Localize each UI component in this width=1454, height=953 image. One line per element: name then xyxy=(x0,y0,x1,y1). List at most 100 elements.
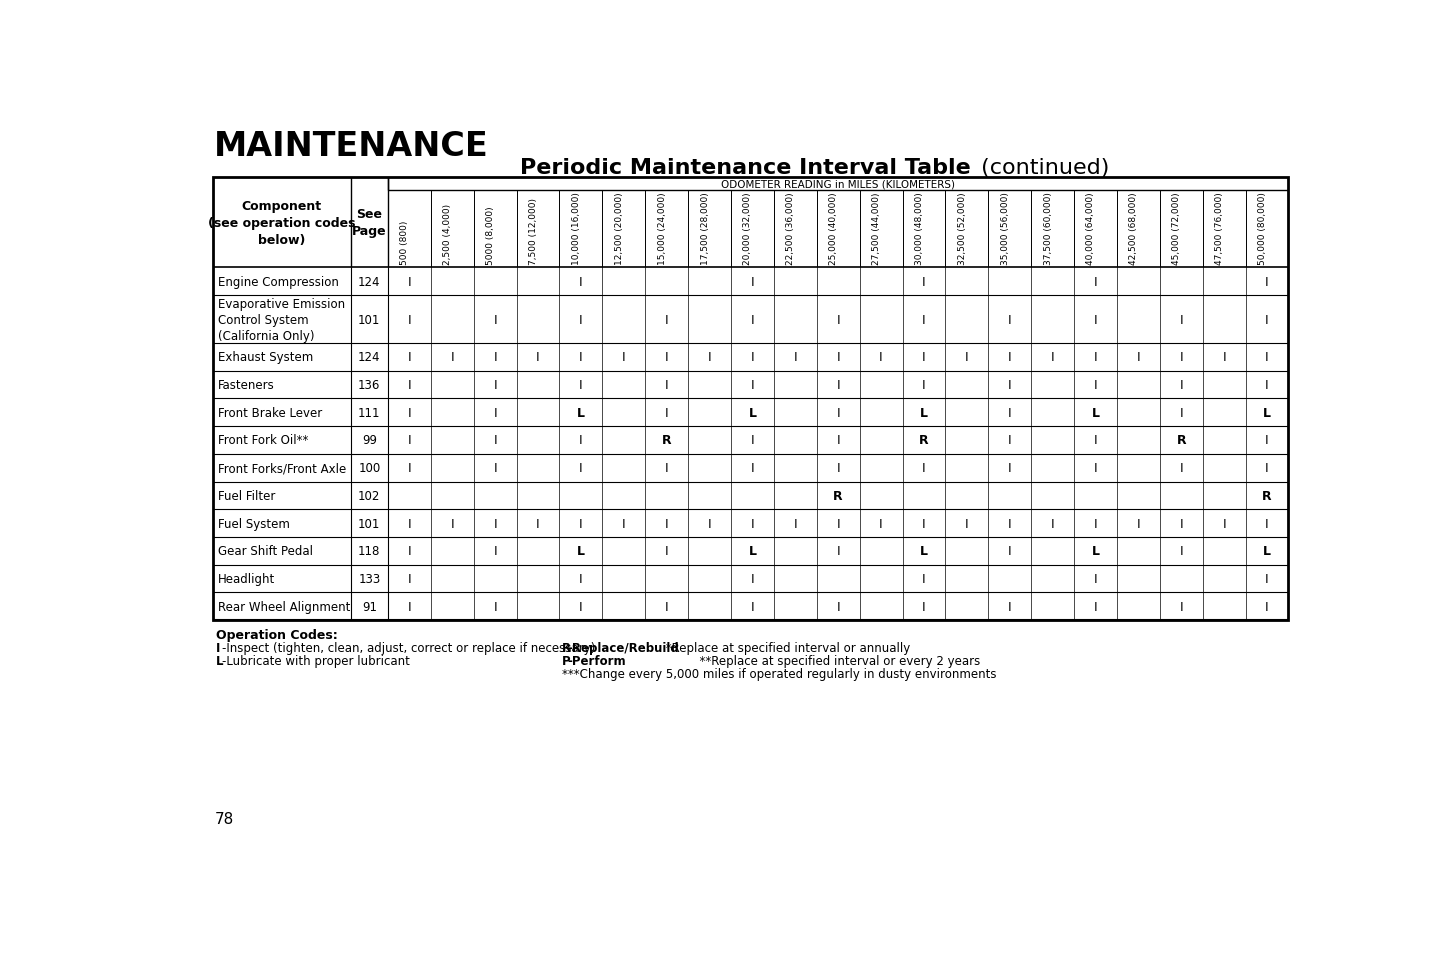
Text: I: I xyxy=(1093,351,1098,364)
Text: I: I xyxy=(664,314,669,326)
Text: 7,500 (12,000): 7,500 (12,000) xyxy=(529,197,538,264)
Text: MAINTENANCE: MAINTENANCE xyxy=(214,130,489,163)
Text: I: I xyxy=(708,351,711,364)
Text: I: I xyxy=(579,573,583,585)
Text: I: I xyxy=(407,275,411,289)
Text: I: I xyxy=(407,573,411,585)
Text: I: I xyxy=(836,434,840,447)
Text: I: I xyxy=(922,461,926,475)
Text: L: L xyxy=(749,545,756,558)
Text: See
Page: See Page xyxy=(352,208,387,238)
Text: I: I xyxy=(493,351,497,364)
Text: I: I xyxy=(407,314,411,326)
Text: R: R xyxy=(833,490,843,502)
Text: I: I xyxy=(407,517,411,530)
Text: 99: 99 xyxy=(362,434,377,447)
Text: 136: 136 xyxy=(358,378,381,392)
Text: I: I xyxy=(836,600,840,613)
Text: 42,500 (68,000): 42,500 (68,000) xyxy=(1130,192,1138,264)
Text: I: I xyxy=(1051,517,1054,530)
Text: 133: 133 xyxy=(358,573,381,585)
Text: I: I xyxy=(407,406,411,419)
Text: I: I xyxy=(1008,314,1012,326)
Text: I: I xyxy=(664,406,669,419)
Text: L: L xyxy=(577,406,585,419)
Text: -Lubricate with proper lubricant: -Lubricate with proper lubricant xyxy=(222,655,410,667)
Text: I: I xyxy=(579,275,583,289)
Text: 40,000 (64,000): 40,000 (64,000) xyxy=(1086,192,1095,264)
Text: 118: 118 xyxy=(358,545,381,558)
Text: I: I xyxy=(794,351,797,364)
Text: I: I xyxy=(1093,378,1098,392)
Text: Rear Wheel Alignment: Rear Wheel Alignment xyxy=(218,600,350,613)
Text: I: I xyxy=(1265,600,1269,613)
Text: I: I xyxy=(922,600,926,613)
Text: I: I xyxy=(922,351,926,364)
Text: I: I xyxy=(664,351,669,364)
Text: 500 (800): 500 (800) xyxy=(400,220,410,264)
Text: I: I xyxy=(836,461,840,475)
Text: L: L xyxy=(1264,406,1271,419)
Text: I: I xyxy=(1179,406,1184,419)
Text: I: I xyxy=(537,517,539,530)
Text: 22,500 (36,000): 22,500 (36,000) xyxy=(787,192,795,264)
Text: I: I xyxy=(407,378,411,392)
Text: 124: 124 xyxy=(358,351,381,364)
Text: R: R xyxy=(1176,434,1186,447)
Text: I: I xyxy=(1093,275,1098,289)
Text: I: I xyxy=(750,461,755,475)
Text: I: I xyxy=(836,378,840,392)
Text: I: I xyxy=(836,351,840,364)
Text: I: I xyxy=(1265,314,1269,326)
Text: Evaporative Emission
Control System
(California Only): Evaporative Emission Control System (Cal… xyxy=(218,297,345,342)
Text: Component
(see operation codes
below): Component (see operation codes below) xyxy=(208,199,355,246)
Text: Fasteners: Fasteners xyxy=(218,378,275,392)
Text: Periodic Maintenance Interval Table: Periodic Maintenance Interval Table xyxy=(519,157,971,177)
Text: I: I xyxy=(1137,351,1140,364)
Text: I: I xyxy=(1179,517,1184,530)
Text: I: I xyxy=(1137,517,1140,530)
Text: L: L xyxy=(920,545,928,558)
Text: L: L xyxy=(749,406,756,419)
Text: I: I xyxy=(1093,517,1098,530)
Text: Fuel System: Fuel System xyxy=(218,517,289,530)
Text: I: I xyxy=(750,517,755,530)
Text: I: I xyxy=(1179,314,1184,326)
Text: 50,000 (80,000): 50,000 (80,000) xyxy=(1258,192,1266,264)
Text: Front Brake Lever: Front Brake Lever xyxy=(218,406,323,419)
Text: I: I xyxy=(922,314,926,326)
Text: 2,500 (4,000): 2,500 (4,000) xyxy=(443,203,452,264)
Text: I: I xyxy=(579,461,583,475)
Text: I: I xyxy=(1008,378,1012,392)
Text: L: L xyxy=(577,545,585,558)
Text: I: I xyxy=(750,378,755,392)
Text: 15,000 (24,000): 15,000 (24,000) xyxy=(657,192,666,264)
Text: I: I xyxy=(1008,351,1012,364)
Text: I: I xyxy=(407,351,411,364)
Text: I: I xyxy=(1223,517,1226,530)
Text: L: L xyxy=(920,406,928,419)
Text: I: I xyxy=(451,517,454,530)
Text: I: I xyxy=(1093,600,1098,613)
Text: I: I xyxy=(1179,545,1184,558)
Text: I: I xyxy=(664,600,669,613)
Text: I: I xyxy=(1008,434,1012,447)
Text: I: I xyxy=(1265,275,1269,289)
Text: I: I xyxy=(922,517,926,530)
Text: I: I xyxy=(579,378,583,392)
Text: I: I xyxy=(1093,314,1098,326)
Text: I: I xyxy=(708,517,711,530)
Text: I: I xyxy=(750,275,755,289)
Text: I: I xyxy=(1008,461,1012,475)
Text: 20,000 (32,000): 20,000 (32,000) xyxy=(743,192,752,264)
Text: ODOMETER READING in MILES (KILOMETERS): ODOMETER READING in MILES (KILOMETERS) xyxy=(721,179,955,190)
Text: *Replace at specified interval or annually: *Replace at specified interval or annual… xyxy=(647,641,910,655)
Text: I: I xyxy=(493,434,497,447)
Text: -Replace/Rebuild: -Replace/Rebuild xyxy=(567,641,679,655)
Text: I: I xyxy=(750,573,755,585)
Text: I: I xyxy=(750,600,755,613)
Text: 37,500 (60,000): 37,500 (60,000) xyxy=(1044,192,1053,264)
Text: I: I xyxy=(493,545,497,558)
Text: I: I xyxy=(1223,351,1226,364)
Text: 100: 100 xyxy=(358,461,381,475)
